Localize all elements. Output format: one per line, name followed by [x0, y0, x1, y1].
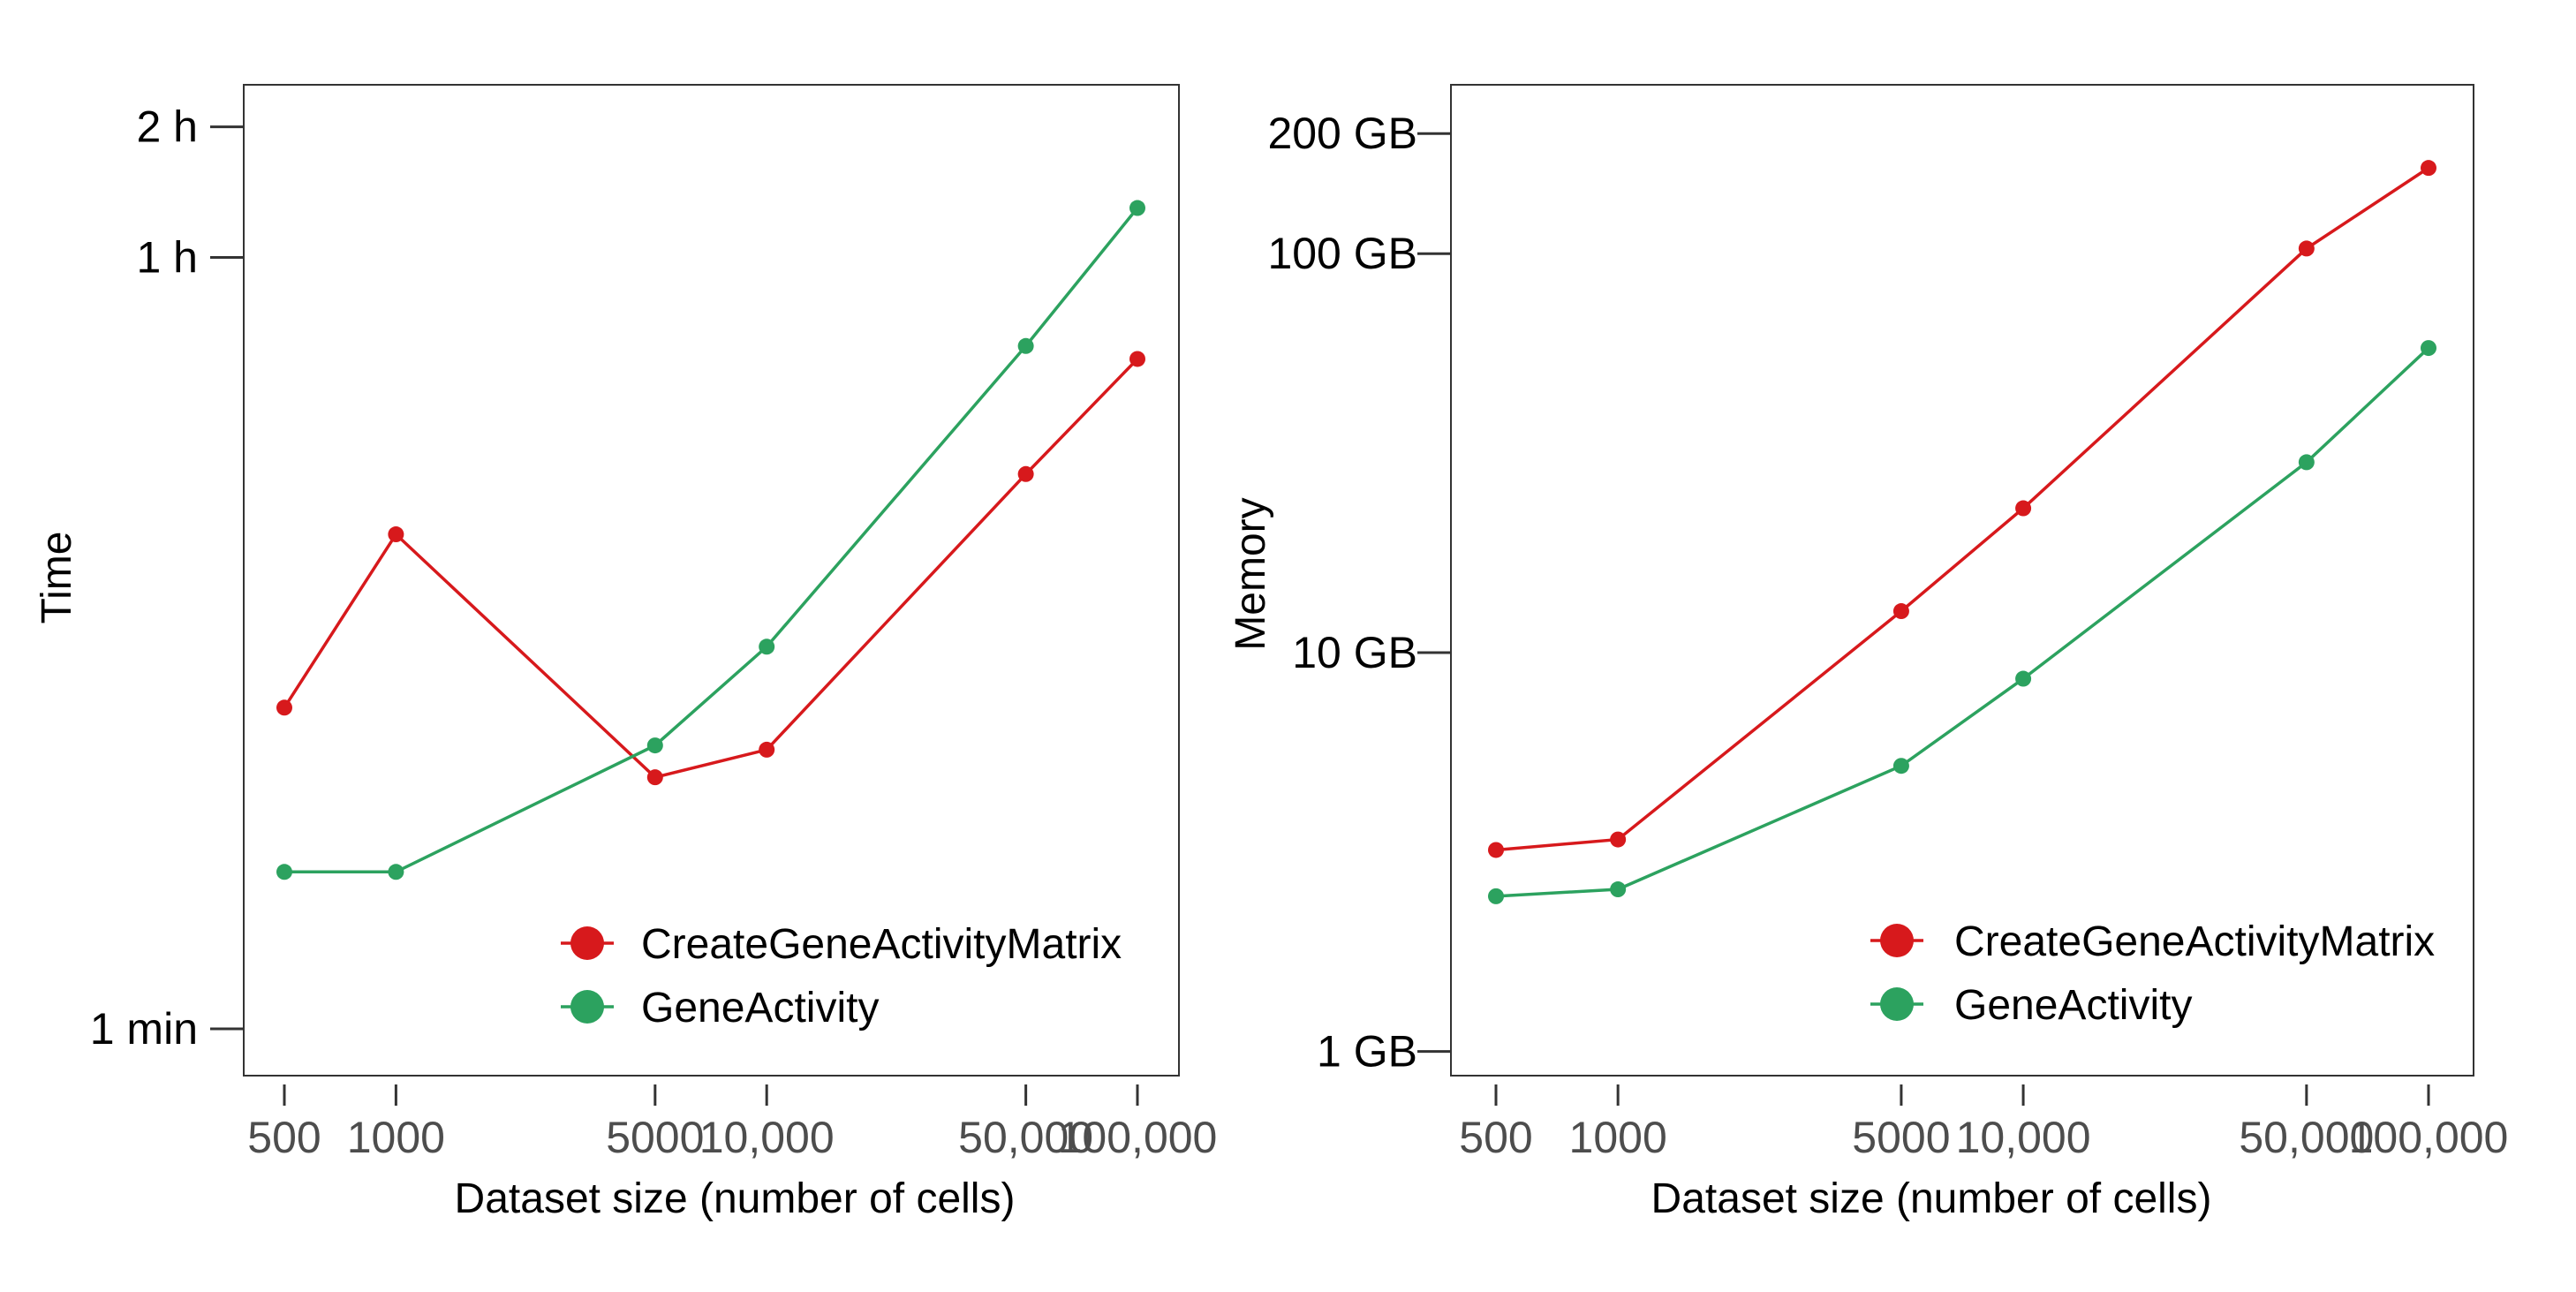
data-point: [1017, 337, 1034, 354]
data-point: [646, 737, 663, 754]
data-point: [2421, 340, 2436, 357]
series-line-CreateGeneActivityMatrix: [283, 358, 1139, 780]
legend-marker: [1880, 987, 1914, 1021]
memory-panel: Memory Dataset size (number of cells) 1 …: [1228, 84, 2509, 1222]
y-tick-label: 100 GB: [1267, 229, 1417, 278]
legend-marker: [570, 926, 604, 960]
data-point: [388, 526, 404, 543]
x-tick-label: 100,000: [2349, 1113, 2509, 1162]
x-tick-label: 5000: [1852, 1113, 1950, 1162]
x-tick-label: 500: [1459, 1113, 1532, 1162]
data-point: [1488, 842, 1504, 858]
data-point: [276, 864, 292, 880]
y-tick-label: 10 GB: [1292, 628, 1417, 677]
plot-frame: [1450, 84, 2474, 1077]
y-tick-label: 1 GB: [1317, 1027, 1417, 1077]
data-point: [2015, 670, 2032, 687]
data-point: [2298, 454, 2315, 471]
legend-marker: [570, 990, 604, 1024]
x-tick-label: 50,000: [2239, 1113, 2374, 1162]
data-point: [1610, 881, 1627, 898]
legend-marker: [1880, 924, 1914, 957]
data-point: [276, 699, 292, 716]
x-tick-label: 10,000: [1956, 1113, 2091, 1162]
time-panel: Time Dataset size (number of cells) 1 mi…: [34, 84, 1218, 1222]
data-point: [1488, 888, 1504, 904]
y-tick-label: 1 min: [90, 1004, 198, 1054]
data-point: [1892, 758, 1909, 774]
data-point: [759, 741, 775, 758]
legend-label: GeneActivity: [641, 985, 879, 1031]
data-point: [2298, 240, 2315, 257]
series-line-GeneActivity: [1495, 346, 2430, 898]
x-tick-label: 1000: [1569, 1113, 1667, 1162]
y-axis-title: Memory: [1228, 497, 1274, 650]
x-axis-title: Dataset size (number of cells): [455, 1175, 1016, 1222]
y-tick-label: 200 GB: [1267, 109, 1417, 158]
y-tick-label: 2 h: [136, 102, 198, 152]
data-point: [1129, 351, 1145, 367]
y-tick-label: 1 h: [136, 232, 198, 282]
x-tick-label: 1000: [347, 1113, 445, 1162]
data-point: [759, 638, 775, 655]
legend-label: CreateGeneActivityMatrix: [641, 921, 1122, 968]
data-point: [2421, 160, 2436, 177]
series-line-CreateGeneActivityMatrix: [1495, 166, 2429, 852]
x-tick-label: 10,000: [699, 1113, 835, 1162]
data-point: [1892, 603, 1909, 620]
data-point: [646, 769, 663, 786]
x-axis-title: Dataset size (number of cells): [1651, 1175, 2212, 1222]
x-tick-label: 5000: [606, 1113, 704, 1162]
legend-label: GeneActivity: [1954, 982, 2192, 1029]
x-tick-label: 500: [247, 1113, 321, 1162]
data-point: [1129, 200, 1145, 216]
data-point: [1017, 465, 1034, 482]
y-axis-title: Time: [34, 532, 80, 624]
x-tick-label: 50,000: [958, 1113, 1093, 1162]
series-line-GeneActivity: [284, 207, 1139, 874]
data-point: [2015, 500, 2032, 517]
x-tick-label: 100,000: [1058, 1113, 1218, 1162]
plot-frame: [243, 84, 1180, 1077]
data-point: [1610, 831, 1627, 848]
data-point: [388, 864, 404, 880]
legend-label: CreateGeneActivityMatrix: [1954, 918, 2435, 965]
